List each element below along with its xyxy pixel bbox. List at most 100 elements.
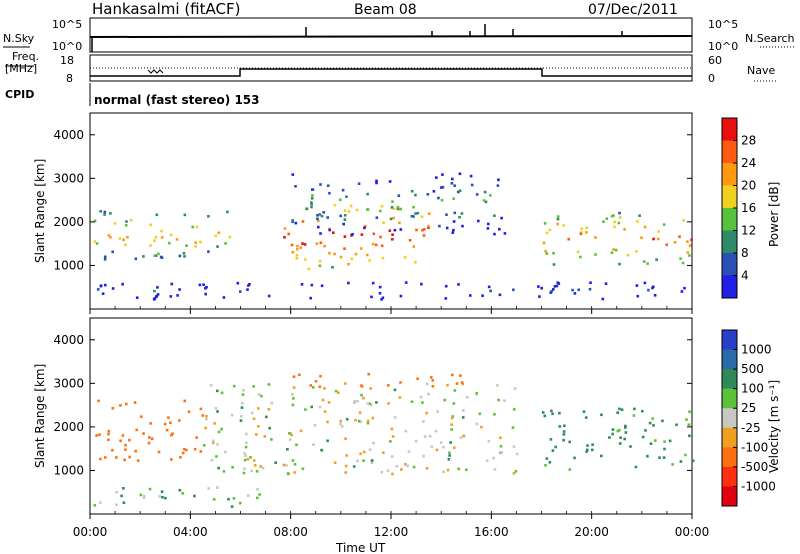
power-cell — [153, 297, 157, 300]
velocity-cell — [267, 383, 271, 386]
power-cell — [543, 222, 547, 225]
power-cell — [481, 294, 484, 297]
velocity-cell — [345, 454, 348, 457]
power-cell — [96, 288, 100, 291]
power-cell — [343, 247, 346, 250]
power-cell — [320, 214, 324, 218]
power-cell — [183, 213, 187, 217]
power-cell — [618, 216, 622, 219]
velocity-cell — [240, 415, 243, 418]
velocity-cell — [134, 449, 137, 453]
velocity-cell — [142, 432, 145, 435]
power-cell — [453, 211, 457, 215]
velocity-cell — [423, 435, 427, 438]
power-cell — [567, 237, 570, 241]
colorbar-tick-label: 25 — [741, 401, 756, 415]
power-cell — [498, 227, 501, 231]
velocity-cell — [410, 400, 414, 403]
velocity-cell — [356, 459, 359, 463]
power-cell — [333, 203, 337, 207]
velocity-colorbar-label: Velocity [m s⁻¹] — [767, 380, 781, 473]
velocity-cell — [395, 465, 399, 468]
velocity-cell — [115, 456, 118, 459]
power-cell — [412, 215, 415, 218]
velocity-cell — [503, 399, 506, 402]
power-cell — [493, 232, 496, 236]
velocity-cell — [178, 488, 182, 492]
velocity-cell — [462, 409, 465, 412]
velocity-cell — [623, 437, 626, 441]
power-cell — [416, 211, 420, 215]
velocity-cell — [292, 397, 295, 400]
power-cell — [366, 208, 370, 211]
velocity-cell — [257, 393, 261, 396]
power-cell — [239, 290, 242, 293]
velocity-colorbar: 1000 500 100 25 -25 -100 -500 -1000 — [721, 329, 776, 507]
velocity-cell — [425, 411, 428, 415]
power-cell — [380, 244, 384, 248]
velocity-cell — [618, 407, 621, 411]
power-plot-area — [89, 112, 693, 310]
velocity-cell — [291, 403, 295, 407]
power-cell — [602, 220, 605, 223]
power-cell — [194, 241, 197, 244]
velocity-cell — [243, 467, 246, 471]
velocity-cell — [563, 424, 566, 428]
colorbar-tick-label: 20 — [741, 179, 756, 193]
velocity-cell — [125, 402, 128, 406]
nave-top-label: 60 — [708, 54, 722, 67]
nsearch-bottom-label: 10^0 — [708, 40, 738, 53]
power-cell — [679, 257, 682, 260]
velocity-cell — [339, 422, 342, 426]
power-cell — [483, 190, 487, 194]
velocity-cell — [585, 450, 588, 453]
velocity-cell — [104, 456, 107, 459]
power-cell — [103, 213, 106, 216]
power-cell — [153, 254, 156, 257]
power-cell — [319, 241, 323, 245]
colorbar-segment — [722, 185, 737, 209]
velocity-cell — [451, 373, 454, 377]
power-cell — [113, 222, 117, 225]
power-cell — [122, 238, 125, 242]
power-cell — [109, 212, 112, 215]
velocity-cell — [243, 458, 247, 462]
power-cell — [378, 285, 382, 289]
power-cell — [482, 199, 486, 202]
colorbar-tick-label: 24 — [741, 156, 756, 170]
power-cell — [333, 252, 336, 256]
velocity-cell — [217, 430, 221, 434]
power-cell — [328, 191, 331, 195]
power-cell — [503, 232, 507, 235]
velocity-cell — [568, 440, 571, 444]
velocity-cell — [344, 437, 347, 440]
velocity-cell — [216, 389, 219, 393]
velocity-cell — [499, 444, 503, 448]
velocity-cell — [496, 384, 499, 387]
power-cell — [414, 260, 417, 264]
power-cell — [652, 237, 655, 241]
power-cell — [267, 294, 271, 298]
velocity-cell — [256, 496, 259, 500]
power-cell — [182, 252, 186, 255]
velocity-cell — [97, 399, 100, 403]
velocity-cell — [435, 448, 439, 452]
power-cell — [636, 294, 640, 298]
power-cell — [382, 221, 385, 225]
colorbar-tick-label: 100 — [741, 382, 764, 396]
velocity-cell — [318, 405, 322, 409]
velocity-cell — [222, 470, 226, 473]
velocity-cell — [545, 457, 549, 460]
power-cell — [155, 213, 159, 217]
power-cell — [427, 224, 430, 228]
power-cell — [642, 260, 646, 263]
velocity-cell — [167, 416, 170, 419]
velocity-cell — [369, 387, 372, 390]
power-cell — [605, 217, 609, 220]
nsky-top-label: 10^5 — [52, 18, 82, 31]
velocity-cell — [457, 467, 460, 471]
power-cell — [381, 296, 385, 300]
power-cell — [437, 196, 440, 200]
power-cell — [496, 184, 500, 187]
nsearch-top-label: 10^5 — [708, 18, 738, 31]
